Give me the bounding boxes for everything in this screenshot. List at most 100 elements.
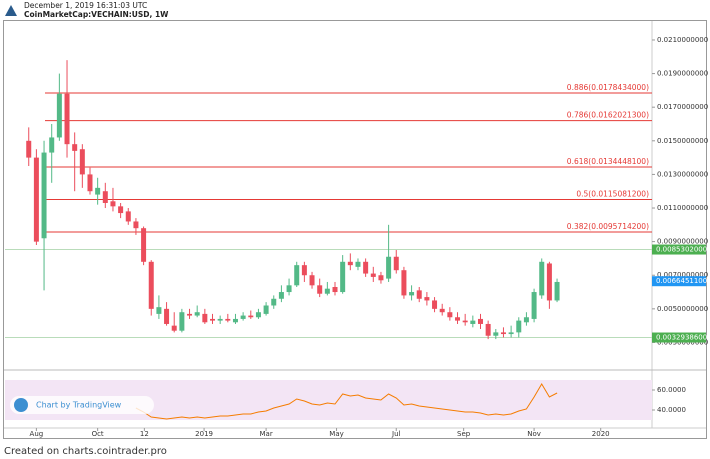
- candle-body: [363, 261, 369, 274]
- fib-label: 0.786(0.0162021300): [567, 111, 649, 120]
- candle-body: [516, 320, 522, 333]
- chart-subtitle: December 1, 2019 16:31:03 UTC: [24, 1, 147, 10]
- candle-body: [125, 211, 131, 222]
- y-tick-label: 0.0090000000: [657, 238, 708, 246]
- price-box: [652, 244, 706, 255]
- y-tick-label: 0.0070000000: [657, 271, 708, 279]
- candle-body: [156, 307, 162, 314]
- fib-label: 0.5(0.0115081200): [576, 189, 649, 198]
- candle-body: [347, 261, 353, 266]
- candle-body: [378, 275, 384, 281]
- footer: Created on charts.cointrader.pro: [4, 446, 167, 457]
- candle-body: [301, 265, 307, 276]
- price-box-label: 0.0085302000: [656, 246, 707, 254]
- candle-body: [485, 323, 491, 336]
- x-tick-label: Jul: [391, 430, 401, 438]
- rsi-tick-label: 40.0000: [657, 406, 686, 414]
- candle-body: [416, 290, 422, 299]
- candle-body: [72, 144, 78, 151]
- candle-body: [179, 312, 185, 331]
- watermark: Chart by TradingView: [10, 396, 154, 414]
- candle-body: [164, 308, 170, 324]
- y-tick-label: 0.0130000000: [657, 170, 708, 178]
- x-tick-label: Oct: [92, 430, 104, 438]
- candle-body: [309, 275, 315, 286]
- candle-body: [477, 318, 483, 324]
- candle-body: [355, 261, 361, 267]
- fib-label: 0.886(0.0178434000): [567, 83, 649, 92]
- candle-body: [523, 317, 529, 323]
- fib-label: 0.618(0.0134448100): [567, 157, 649, 166]
- candle-body: [110, 201, 116, 207]
- y-tick-label: 0.0050000000: [657, 305, 708, 313]
- candle-body: [255, 312, 261, 318]
- candle-body: [409, 292, 415, 296]
- candle-body: [500, 332, 506, 335]
- candle-body: [401, 270, 407, 296]
- candle-body: [317, 285, 323, 294]
- candle-body: [64, 93, 70, 145]
- candle-body: [393, 256, 399, 271]
- watermark-icon: [14, 398, 28, 412]
- candle-body: [531, 292, 537, 319]
- candle-body: [554, 281, 560, 301]
- candle-body: [546, 263, 552, 301]
- candle-body: [141, 228, 147, 262]
- candle-body: [470, 320, 476, 324]
- candle-body: [79, 149, 85, 175]
- candle-body: [340, 261, 346, 293]
- x-tick-label: Mar: [259, 430, 272, 438]
- y-tick-label: 0.0190000000: [657, 70, 708, 78]
- y-tick-label: 0.0210000000: [657, 36, 708, 44]
- candle-body: [455, 317, 461, 321]
- x-tick-label: 2020: [592, 430, 610, 438]
- candle-body: [508, 332, 514, 335]
- candle-body: [439, 308, 445, 313]
- price-box: [652, 276, 706, 287]
- x-tick-label: May: [329, 430, 343, 438]
- frame: [3, 20, 707, 439]
- candle-body: [294, 265, 300, 286]
- candle-body: [248, 315, 254, 318]
- candle-body: [133, 221, 139, 229]
- x-tick-label: Aug: [30, 430, 44, 438]
- candle-body: [263, 305, 269, 314]
- candle-body: [49, 137, 55, 153]
- candle-body: [370, 273, 376, 277]
- candle-body: [87, 174, 93, 192]
- x-tick-label: 12: [140, 430, 149, 438]
- candle-body: [56, 93, 62, 138]
- candle-body: [232, 318, 238, 323]
- chart-title: CoinMarketCap:VECHAIN:USD, 1W: [24, 10, 169, 19]
- candle-body: [432, 300, 438, 309]
- candle-body: [95, 187, 101, 195]
- rsi-tick-label: 60.0000: [657, 386, 686, 394]
- fib-label: 0.382(0.0095714200): [567, 222, 649, 231]
- rsi-line: [135, 383, 558, 420]
- candle-body: [33, 157, 39, 242]
- candle-body: [462, 320, 468, 323]
- candle-body: [187, 313, 193, 316]
- candle-body: [539, 261, 545, 296]
- price-box-label: 0.0032938600: [656, 334, 707, 342]
- candle-body: [26, 140, 32, 158]
- candle-body: [424, 297, 430, 301]
- candle-body: [225, 318, 231, 321]
- candle-body: [286, 285, 292, 293]
- candle-body: [324, 288, 330, 294]
- candle-body: [217, 318, 223, 321]
- candle-body: [447, 312, 453, 318]
- candle-body: [209, 318, 215, 321]
- candle-body: [102, 191, 108, 203]
- watermark-text: Chart by TradingView: [36, 401, 122, 410]
- x-tick-label: Sep: [457, 430, 471, 438]
- candle-body: [278, 292, 284, 299]
- candle-body: [271, 298, 277, 306]
- y-tick-label: 0.0110000000: [657, 204, 708, 212]
- candle-body: [332, 287, 338, 293]
- candle-body: [202, 313, 208, 323]
- candle-body: [240, 315, 246, 319]
- y-tick-label: 0.0150000000: [657, 137, 708, 145]
